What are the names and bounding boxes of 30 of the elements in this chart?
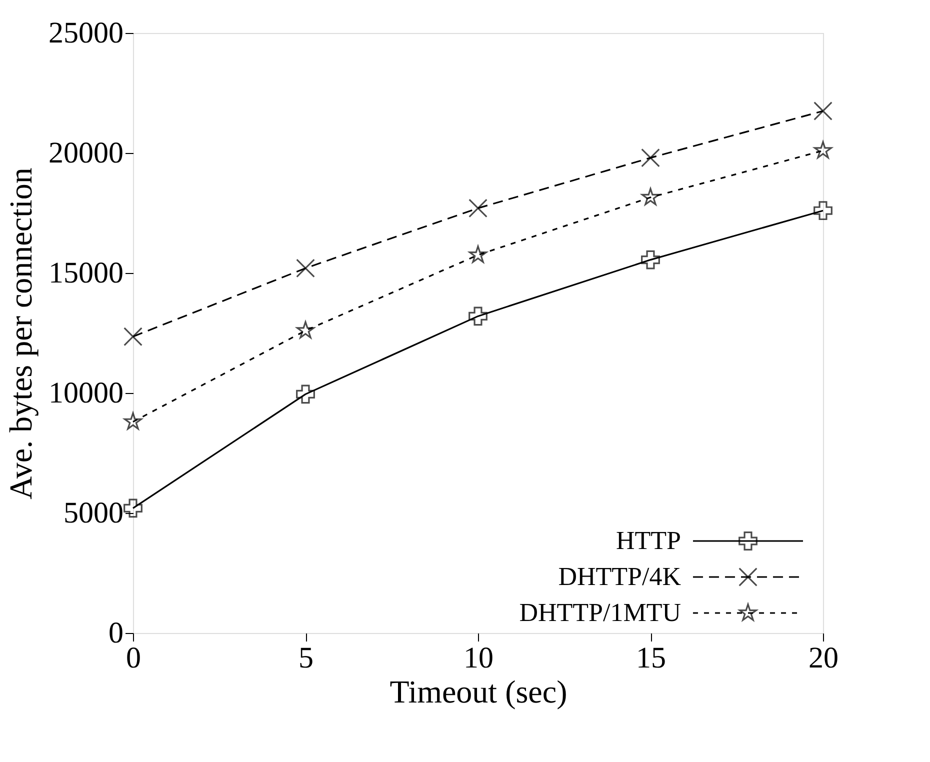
point (814, 141, 832, 158)
y-tick-label: 25000 (48, 16, 124, 50)
x-tick-label: 20 (808, 642, 838, 674)
point (296, 384, 315, 404)
point (124, 498, 142, 518)
point (124, 327, 142, 346)
point (124, 412, 142, 430)
point (641, 250, 660, 270)
point (641, 148, 660, 168)
y-tick-label: 0 (108, 616, 124, 650)
point (468, 306, 488, 326)
legend-label: DHTTP/4K (558, 562, 682, 591)
legend-label: HTTP (616, 526, 681, 555)
point (814, 102, 832, 120)
legend-label: DHTTP/1MTU (519, 598, 682, 627)
y-tick-label: 20000 (48, 136, 124, 170)
y-tick-label: 15000 (48, 256, 124, 290)
point (296, 321, 315, 338)
point (468, 246, 488, 263)
x-tick-label: 10 (464, 642, 494, 674)
point (296, 258, 315, 278)
y-tick-label: 10000 (48, 376, 124, 410)
point (814, 201, 832, 220)
y-axis-title: Ave. bytes per connection (2, 168, 38, 500)
x-tick-label: 15 (636, 642, 666, 674)
point (641, 188, 660, 206)
y-tick-label: 5000 (64, 496, 124, 530)
x-tick-label: 5 (298, 642, 314, 674)
point (468, 198, 488, 218)
x-axis-title: Timeout (sec) (390, 674, 568, 710)
